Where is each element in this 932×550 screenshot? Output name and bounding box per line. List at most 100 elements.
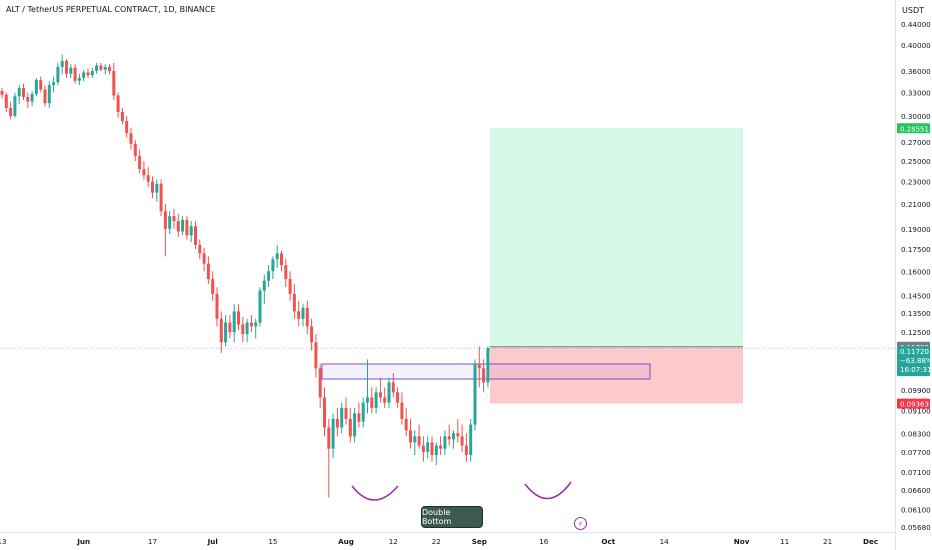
candle-body: [387, 382, 391, 403]
current-price-badge: 0.11720: [900, 348, 929, 356]
y-tick-label: 0.27000: [901, 138, 931, 147]
candle-body: [426, 442, 430, 452]
candle-body: [185, 219, 189, 236]
candle-body: [56, 66, 60, 83]
candle-body: [443, 436, 447, 449]
candle-body: [30, 94, 34, 102]
candle-body: [249, 322, 253, 327]
y-tick-label: 0.17500: [901, 245, 931, 254]
y-tick-label: 0.12500: [901, 328, 931, 337]
candle-body: [219, 318, 223, 343]
target-price-badge: 0.28551: [900, 125, 929, 133]
x-tick-label: Aug: [338, 537, 354, 546]
y-tick-label: 0.05680: [901, 523, 931, 532]
x-tick-label: Jul: [207, 537, 218, 546]
candle-body: [486, 348, 490, 383]
candle-body: [477, 363, 481, 369]
price-axis-divider: [895, 0, 896, 550]
x-tick-label: 12: [389, 537, 398, 546]
y-tick-label: 0.19000: [901, 225, 931, 234]
candle-body: [82, 72, 86, 78]
loss-zone: [489, 346, 743, 404]
time-axis-divider: [0, 532, 895, 533]
candle-body: [335, 418, 339, 428]
candle-body: [151, 181, 154, 193]
candle-body: [473, 363, 477, 425]
candle-body: [202, 253, 206, 264]
candle-body: [34, 80, 38, 95]
current-price-block: [897, 346, 930, 377]
candle-body: [211, 279, 215, 294]
candle-body: [108, 66, 111, 72]
candle-body: [409, 430, 412, 443]
candle-body: [305, 307, 309, 327]
candle-body: [464, 445, 468, 456]
profit-zone: [489, 128, 743, 347]
candle-body: [159, 183, 163, 212]
candle-body: [262, 280, 266, 291]
candle-body: [4, 94, 8, 108]
bottom-curve-left: [351, 485, 399, 501]
candle-body: [396, 392, 400, 403]
candle-body: [383, 397, 387, 403]
candle-body: [39, 80, 43, 90]
candle-body: [65, 60, 68, 74]
x-tick-label: 16: [539, 537, 549, 546]
x-tick-label: Jun: [76, 537, 90, 546]
y-tick-label: 0.14500: [901, 292, 931, 301]
candle-body: [421, 445, 425, 452]
y-tick-label: 0.16000: [901, 267, 931, 276]
candle-body: [258, 290, 262, 323]
candle-body: [60, 60, 64, 67]
candle-body: [142, 169, 146, 176]
candle-body: [344, 407, 348, 419]
candle-body: [146, 175, 150, 182]
candle-body: [301, 307, 305, 319]
candle-body: [275, 253, 279, 260]
x-tick-label: Oct: [601, 537, 615, 546]
candle-body: [271, 259, 275, 272]
candle-body: [353, 413, 357, 437]
lightning-icon[interactable]: ⚡: [574, 517, 587, 530]
candle-body: [112, 71, 116, 96]
candle-body: [198, 244, 202, 254]
candle-body: [138, 156, 142, 170]
candle-body: [176, 221, 180, 232]
candle-body: [331, 418, 335, 449]
candle-body: [224, 322, 228, 343]
y-tick-label: 0.23000: [901, 178, 931, 187]
currency-label[interactable]: USDT: [902, 6, 924, 15]
candle-body: [318, 368, 322, 398]
x-tick-label: 13: [0, 537, 7, 546]
y-tick-label: 0.06100: [901, 505, 931, 514]
candle-body: [95, 65, 99, 72]
candle-body: [241, 324, 245, 335]
y-tick-label: 0.44000: [901, 20, 931, 29]
candle-body: [460, 436, 464, 446]
candle-body: [0, 91, 4, 95]
candle-body: [133, 143, 137, 157]
candle-body: [366, 397, 369, 403]
candle-body: [26, 97, 30, 102]
y-tick-label: 0.40000: [901, 41, 931, 50]
candle-body: [374, 392, 378, 408]
y-tick-label: 0.09100: [901, 407, 931, 416]
symbol-title: ALT / TetherUS PERPETUAL CONTRACT, 1D, B…: [6, 5, 216, 14]
x-tick-label: 17: [148, 537, 157, 546]
candle-body: [469, 424, 473, 456]
target-price-badge-bg: [897, 123, 930, 134]
current-change-badge: −63.88%: [900, 357, 932, 365]
candle-body: [232, 311, 236, 333]
candle-body: [391, 382, 395, 393]
candle-body: [447, 436, 451, 440]
candle-body: [77, 77, 81, 81]
double-bottom-label[interactable]: Double Bottom: [421, 506, 483, 528]
countdown-badge: 16:07:31: [900, 366, 931, 374]
x-tick-label: Dec: [863, 537, 878, 546]
candle-body: [361, 402, 365, 422]
candle-body: [417, 436, 421, 446]
candle-body: [327, 427, 331, 449]
y-tick-label: 0.30000: [901, 112, 931, 121]
